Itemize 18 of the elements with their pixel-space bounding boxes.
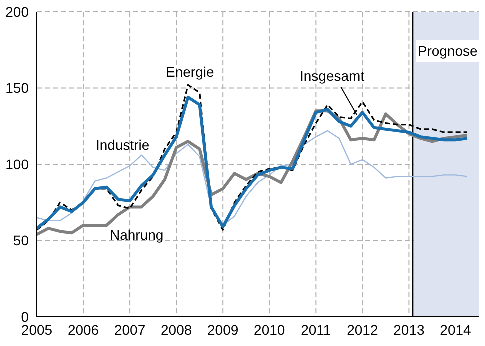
series-label: Industrie <box>96 137 150 153</box>
x-tick-label: 2006 <box>68 322 100 338</box>
y-tick-label: 200 <box>6 4 30 20</box>
series-label: Nahrung <box>110 227 164 243</box>
y-tick-label: 50 <box>13 232 30 249</box>
y-tick-label: 100 <box>6 156 30 172</box>
x-tick-label: 2010 <box>254 322 286 338</box>
band-label: Prognose <box>416 40 479 62</box>
x-tick-label: 2012 <box>347 322 378 338</box>
y-tick-label: 150 <box>6 80 30 96</box>
x-tick-label: 2009 <box>208 322 239 338</box>
x-tick-label: 2007 <box>114 322 146 338</box>
x-tick-label: 2014 <box>440 322 472 338</box>
x-tick-label: 2011 <box>301 322 332 338</box>
text: Insgesamt <box>300 68 365 84</box>
x-tick-label: 2013 <box>394 322 425 338</box>
series-label: Energie <box>166 64 214 80</box>
x-tick-label: 2008 <box>161 322 192 338</box>
